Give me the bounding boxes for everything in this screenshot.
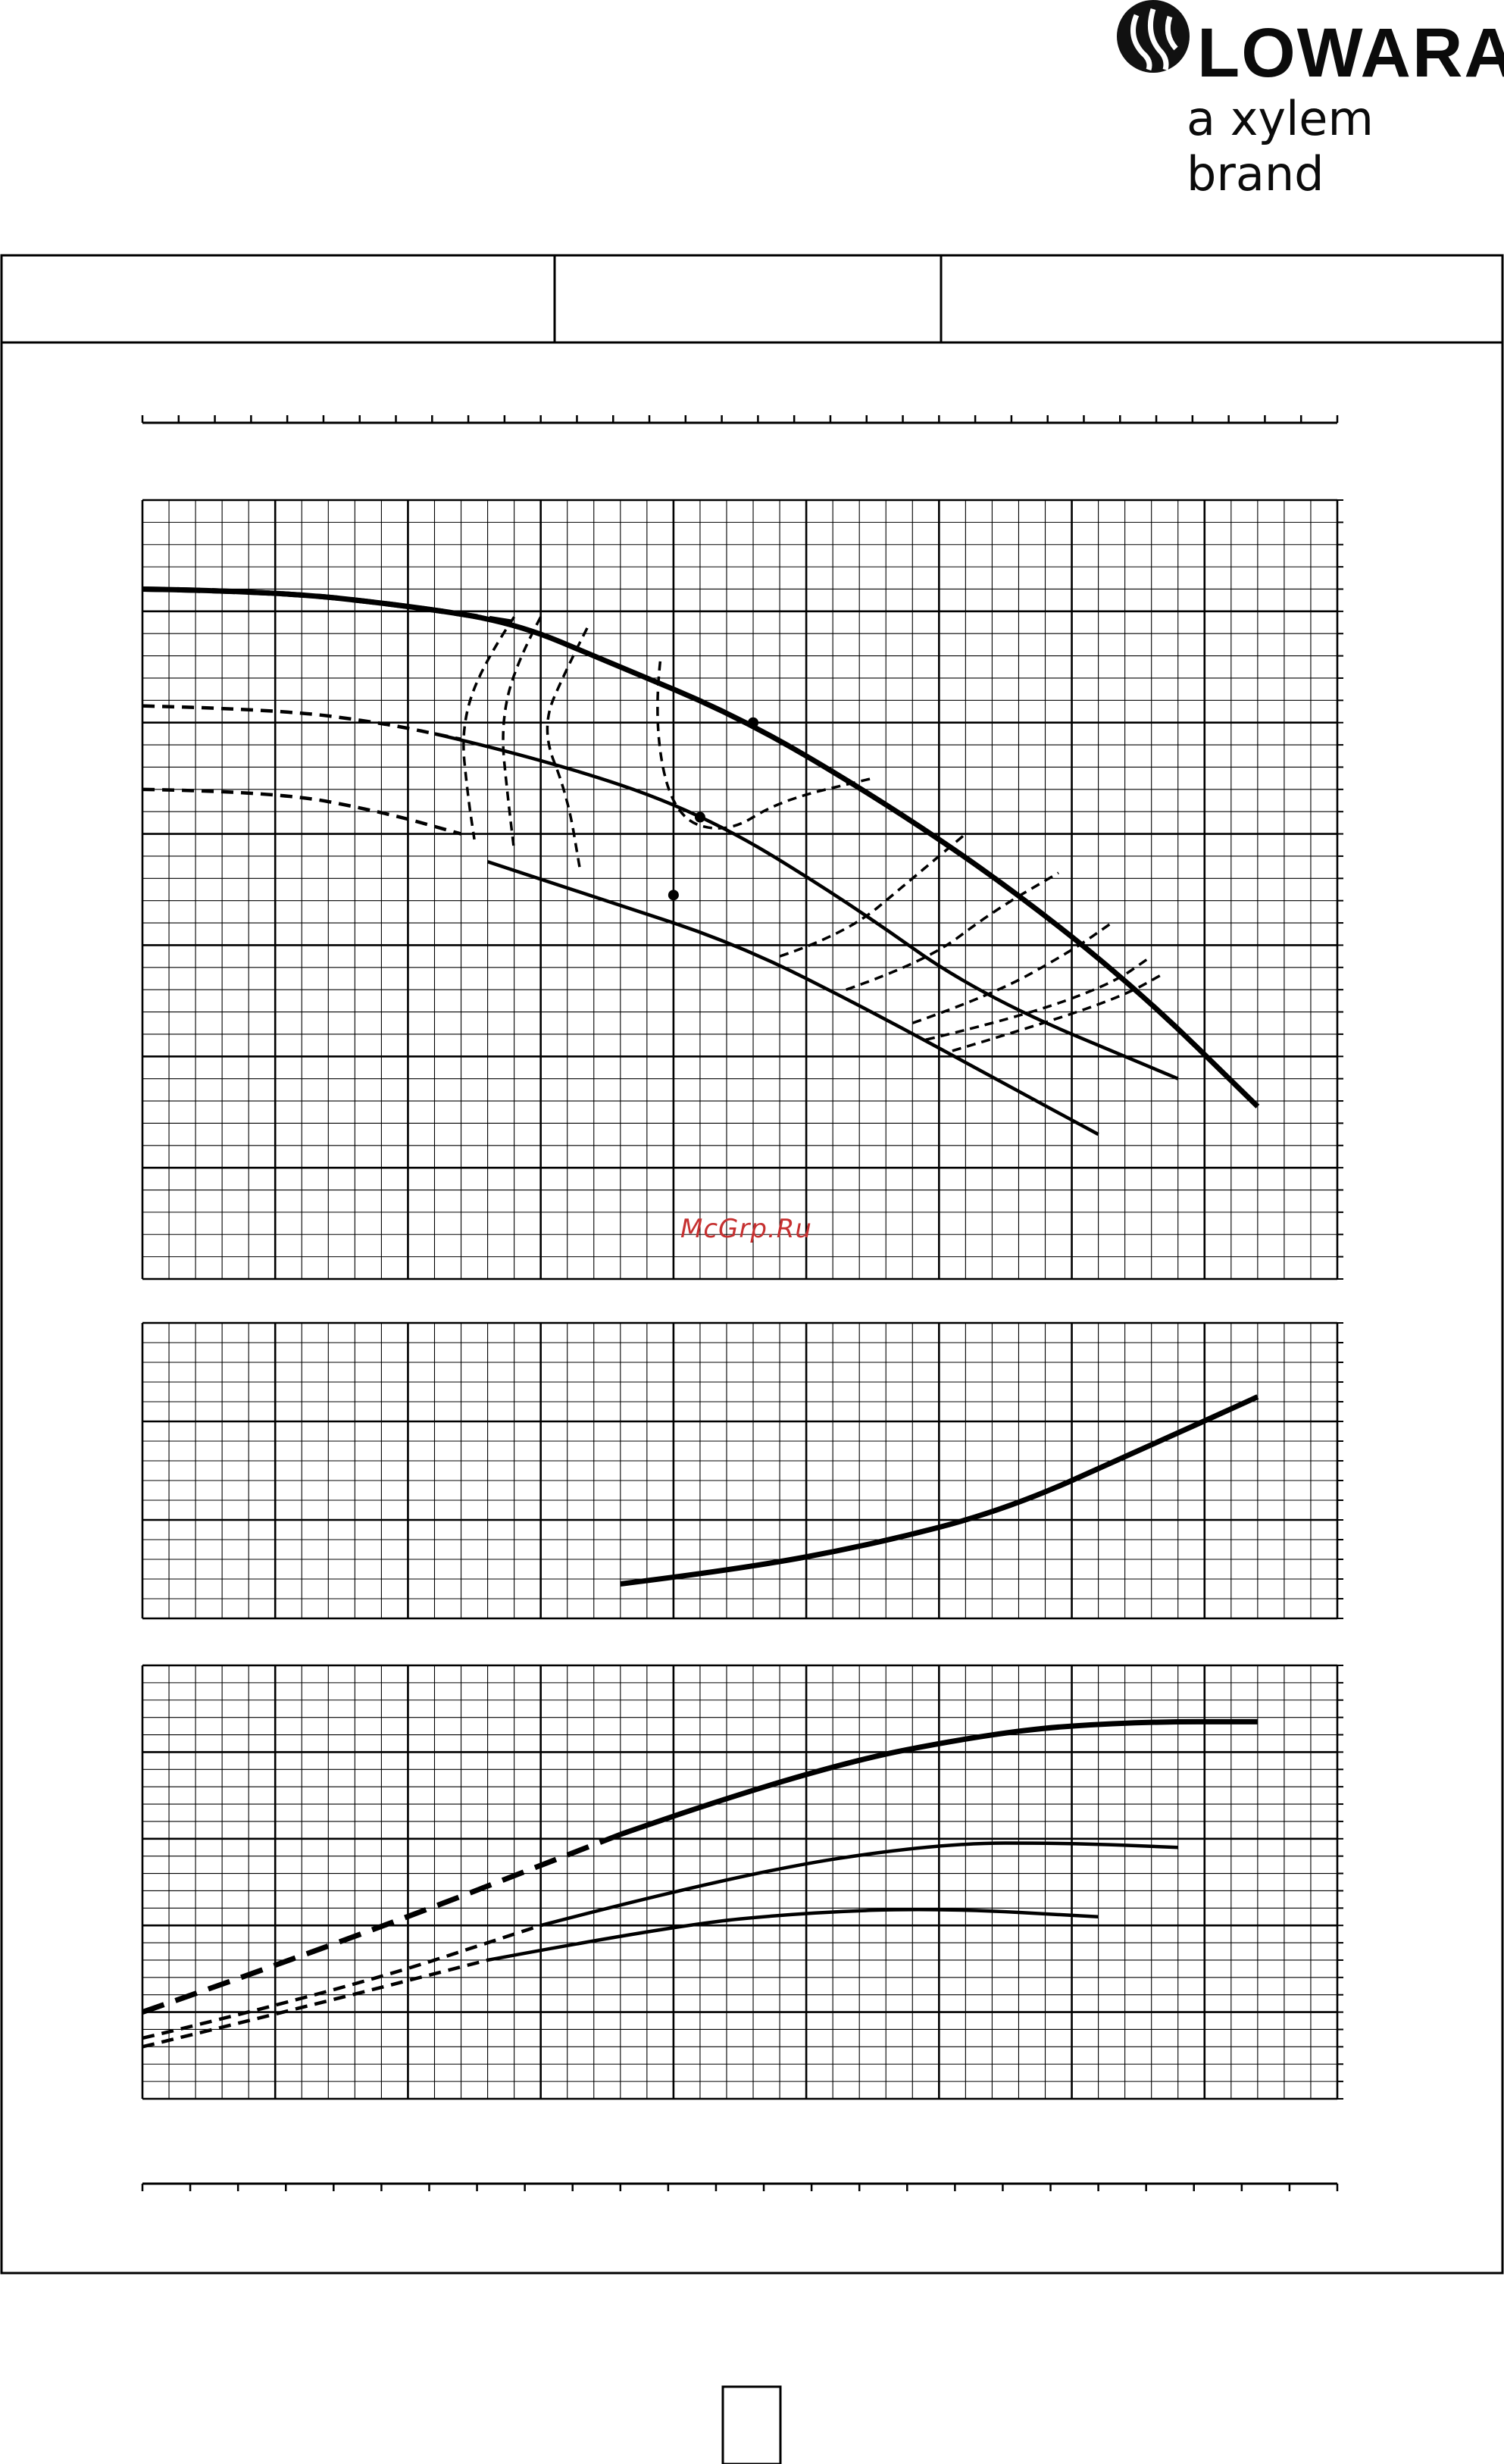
duty-point-marker-1: [694, 811, 705, 823]
iso-efficiency-curve-5: [846, 871, 1059, 991]
curve-series-3: [142, 704, 461, 741]
brand-tagline: a xylem brand: [1187, 91, 1374, 202]
iso-efficiency-curve-3: [656, 661, 874, 830]
head-chart: [141, 499, 1343, 1280]
npsh-chart: [141, 1321, 1343, 1620]
iso-efficiency-curve-6: [911, 921, 1113, 1024]
curve-series-3: [540, 1841, 1178, 1928]
iso-efficiency-curve-0: [462, 616, 516, 840]
curve-series-0: [620, 1394, 1259, 1587]
watermark-text: McGrp.Ru: [680, 1214, 812, 1244]
bottom-flow-scale: [141, 2182, 1339, 2191]
curve-series-1: [142, 586, 515, 626]
iso-efficiency-curve-8: [952, 971, 1166, 1052]
page-border: [0, 254, 1504, 2275]
curve-series-4: [142, 1958, 489, 2049]
top-flow-scale: [141, 415, 1339, 424]
power-chart: [141, 1664, 1343, 2100]
iso-efficiency-curve-1: [502, 616, 543, 851]
curve-series-5: [142, 787, 462, 836]
curve-series-5: [487, 1907, 1099, 1962]
brand-name: LOWARA: [1197, 14, 1504, 92]
curve-series-0: [141, 1831, 622, 2015]
droplet-logo-icon: [1117, 0, 1190, 73]
iso-efficiency-curve-4: [779, 833, 967, 958]
curve-series-2: [433, 732, 1179, 1080]
iso-efficiency-curve-7: [925, 955, 1152, 1041]
iso-efficiency-curve-2: [546, 627, 589, 874]
brand-logo: [1106, 0, 1504, 159]
duty-point-marker-0: [748, 717, 759, 728]
curve-series-4: [486, 860, 1099, 1137]
curve-series-1: [619, 1718, 1258, 1837]
curve-series-2: [142, 1924, 542, 2040]
page-number-box: [721, 2385, 782, 2464]
duty-point-marker-2: [668, 890, 679, 901]
